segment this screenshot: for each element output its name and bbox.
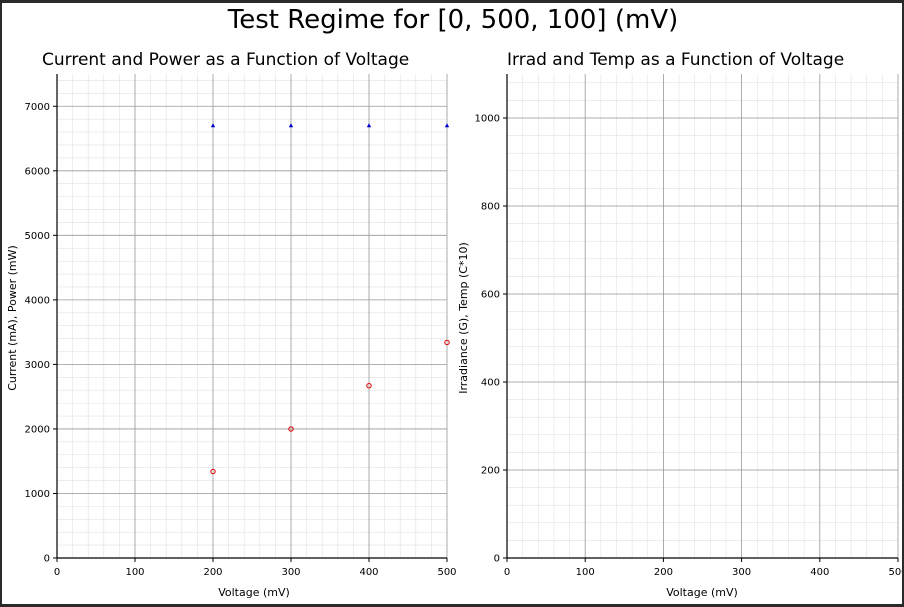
y-tick-label: 400 bbox=[481, 378, 500, 389]
data-point bbox=[288, 123, 294, 128]
x-tick-label: 100 bbox=[576, 567, 595, 578]
x-tick-label: 0 bbox=[504, 567, 510, 578]
figure-svg: Test Regime for [0, 500, 100] (mV) Curre… bbox=[6, 5, 902, 599]
data-point bbox=[444, 123, 450, 128]
data-series bbox=[210, 123, 450, 128]
data-point bbox=[366, 382, 372, 389]
x-tick-label: 500 bbox=[437, 567, 456, 578]
figure-canvas: Test Regime for [0, 500, 100] (mV) Curre… bbox=[2, 3, 902, 604]
x-tick-label: 200 bbox=[654, 567, 673, 578]
chart-irrad-temp: Irrad and Temp as a Function of Voltage … bbox=[457, 50, 902, 599]
y-tick-label: 600 bbox=[481, 290, 500, 301]
data-point bbox=[210, 468, 216, 475]
x-tick-label: 300 bbox=[281, 567, 300, 578]
x-axis-label: Voltage (mV) bbox=[218, 586, 290, 599]
x-tick-label: 100 bbox=[125, 567, 144, 578]
data-series bbox=[210, 339, 450, 475]
data-point bbox=[366, 123, 372, 128]
x-tick-label: 400 bbox=[810, 567, 829, 578]
chart-title: Irrad and Temp as a Function of Voltage bbox=[507, 50, 844, 70]
y-tick-label: 5000 bbox=[25, 231, 50, 242]
grid bbox=[506, 74, 899, 559]
x-axis-label: Voltage (mV) bbox=[666, 586, 738, 599]
data-point bbox=[288, 426, 294, 432]
y-tick-label: 0 bbox=[44, 554, 50, 565]
chart-title: Current and Power as a Function of Volta… bbox=[42, 50, 409, 70]
y-axis-label: Irradiance (G), Temp (C*10) bbox=[457, 242, 470, 394]
y-tick-label: 2000 bbox=[25, 424, 50, 435]
x-tick-label: 200 bbox=[203, 567, 222, 578]
y-axis-label: Current (mA), Power (mW) bbox=[6, 245, 19, 391]
x-tick-label: 0 bbox=[54, 567, 60, 578]
y-tick-label: 800 bbox=[481, 202, 500, 213]
chart-current-power: Current and Power as a Function of Volta… bbox=[6, 50, 457, 599]
figure-title: Test Regime for [0, 500, 100] (mV) bbox=[227, 5, 679, 35]
y-tick-label: 1000 bbox=[25, 489, 50, 500]
y-tick-label: 6000 bbox=[25, 166, 50, 177]
data-point bbox=[210, 123, 216, 128]
y-tick-label: 0 bbox=[494, 554, 500, 565]
y-tick-label: 7000 bbox=[25, 102, 50, 113]
x-tick-label: 500 bbox=[888, 567, 902, 578]
y-tick-label: 3000 bbox=[25, 360, 50, 371]
y-tick-label: 200 bbox=[481, 466, 500, 477]
grid bbox=[56, 74, 448, 559]
y-tick-label: 4000 bbox=[25, 295, 50, 306]
x-tick-label: 300 bbox=[732, 567, 751, 578]
data-point bbox=[444, 339, 450, 346]
x-tick-label: 400 bbox=[359, 567, 378, 578]
y-tick-label: 1000 bbox=[475, 114, 500, 125]
